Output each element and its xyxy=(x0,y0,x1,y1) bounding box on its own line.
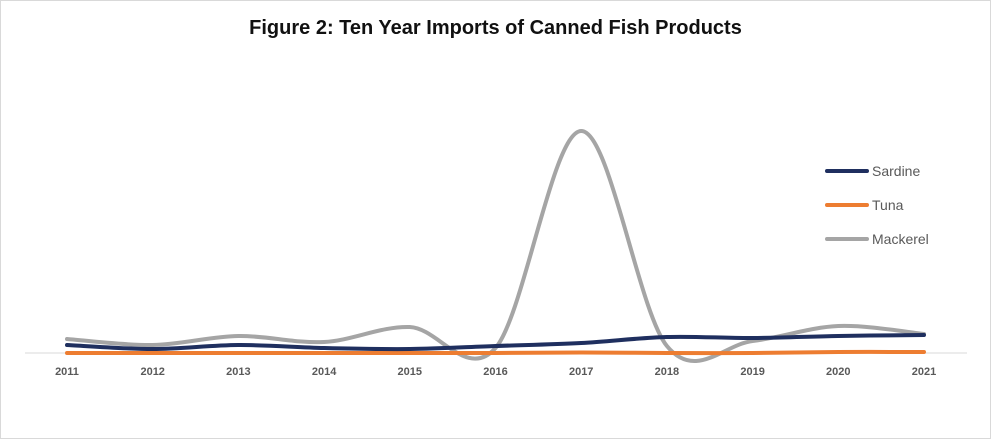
x-tick-label: 2017 xyxy=(569,366,593,378)
legend-label-mackerel: Mackerel xyxy=(872,231,929,247)
chart-title: Figure 2: Ten Year Imports of Canned Fis… xyxy=(249,17,742,39)
x-tick-label: 2012 xyxy=(140,366,164,378)
series-line-mackerel xyxy=(65,128,926,363)
series-line-sardine xyxy=(65,333,926,352)
legend-label-sardine: Sardine xyxy=(872,163,920,179)
x-tick-label: 2011 xyxy=(55,366,79,378)
series-line-tuna xyxy=(65,349,926,356)
x-tick-label: 2014 xyxy=(312,366,337,378)
x-tick-label: 2013 xyxy=(226,366,250,378)
x-tick-label: 2019 xyxy=(740,366,764,378)
x-tick-label: 2020 xyxy=(826,366,850,378)
x-tick-label: 2015 xyxy=(398,366,422,378)
x-tick-label: 2018 xyxy=(655,366,679,378)
x-tick-label: 2021 xyxy=(912,366,936,378)
legend-label-tuna: Tuna xyxy=(872,197,904,213)
x-tick-label: 2016 xyxy=(483,366,507,378)
